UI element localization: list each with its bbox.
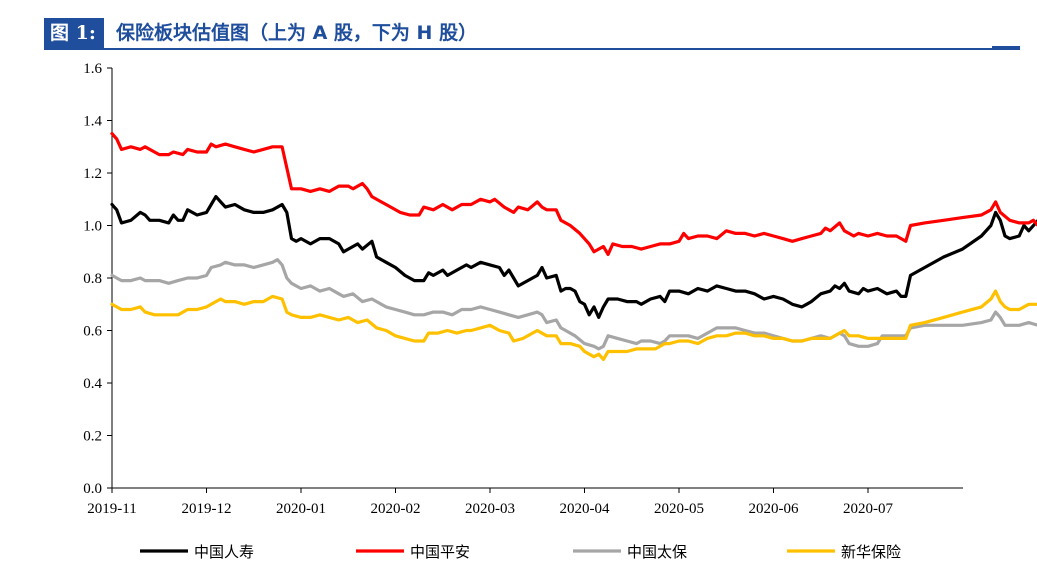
y-tick-label: 1.6: [83, 61, 102, 77]
legend-label: 中国平安: [410, 543, 470, 561]
series-line-中国太保: [110, 258, 1037, 351]
x-tick-label: 2020-06: [749, 501, 799, 517]
x-tick-label: 2020-07: [843, 501, 893, 517]
figure-number-label: 图 1:: [44, 18, 104, 48]
chart-axes: 0.0 0.2 0.4 0.6 0.8 1.0 1.2 1.4 1.6 2019-11 2019-1…: [83, 61, 963, 517]
x-tick-label: 2019-11: [87, 501, 136, 517]
series-line-中国人寿: [110, 195, 1037, 319]
figure-title-bar: 图 1: 保险板块估值图（上为 A 股，下为 H 股）: [44, 18, 1020, 50]
chart-legend: 中国人寿 中国平安 中国太保 新华保险: [140, 543, 901, 561]
legend-label: 中国人寿: [194, 543, 254, 561]
series-line-新华保险: [110, 289, 1037, 361]
x-tick-label: 2019-12: [182, 501, 232, 517]
y-tick-label: 1.2: [83, 166, 102, 182]
x-tick-label: 2020-02: [371, 501, 421, 517]
figure-title: 保险板块估值图（上为 A 股，下为 H 股）: [116, 22, 478, 44]
y-tick-label: 0.8: [83, 271, 102, 287]
series-line-中国平安: [110, 132, 1037, 256]
y-tick-label: 1.0: [83, 219, 102, 235]
legend-label: 新华保险: [841, 543, 901, 561]
chart-series-lines: [110, 132, 1037, 361]
x-tick-label: 2020-04: [560, 501, 610, 517]
title-underline-accent: [992, 46, 1020, 50]
y-tick-label: 0.2: [83, 429, 102, 445]
legend-label: 中国太保: [627, 543, 687, 561]
y-tick-label: 1.4: [83, 114, 102, 130]
x-tick-label: 2020-05: [654, 501, 704, 517]
x-tick-label: 2020-03: [465, 501, 515, 517]
y-tick-label: 0.4: [83, 376, 102, 392]
y-tick-label: 0.6: [83, 324, 102, 340]
x-tick-label: 2020-01: [276, 501, 326, 517]
y-tick-label: 0.0: [83, 481, 102, 497]
